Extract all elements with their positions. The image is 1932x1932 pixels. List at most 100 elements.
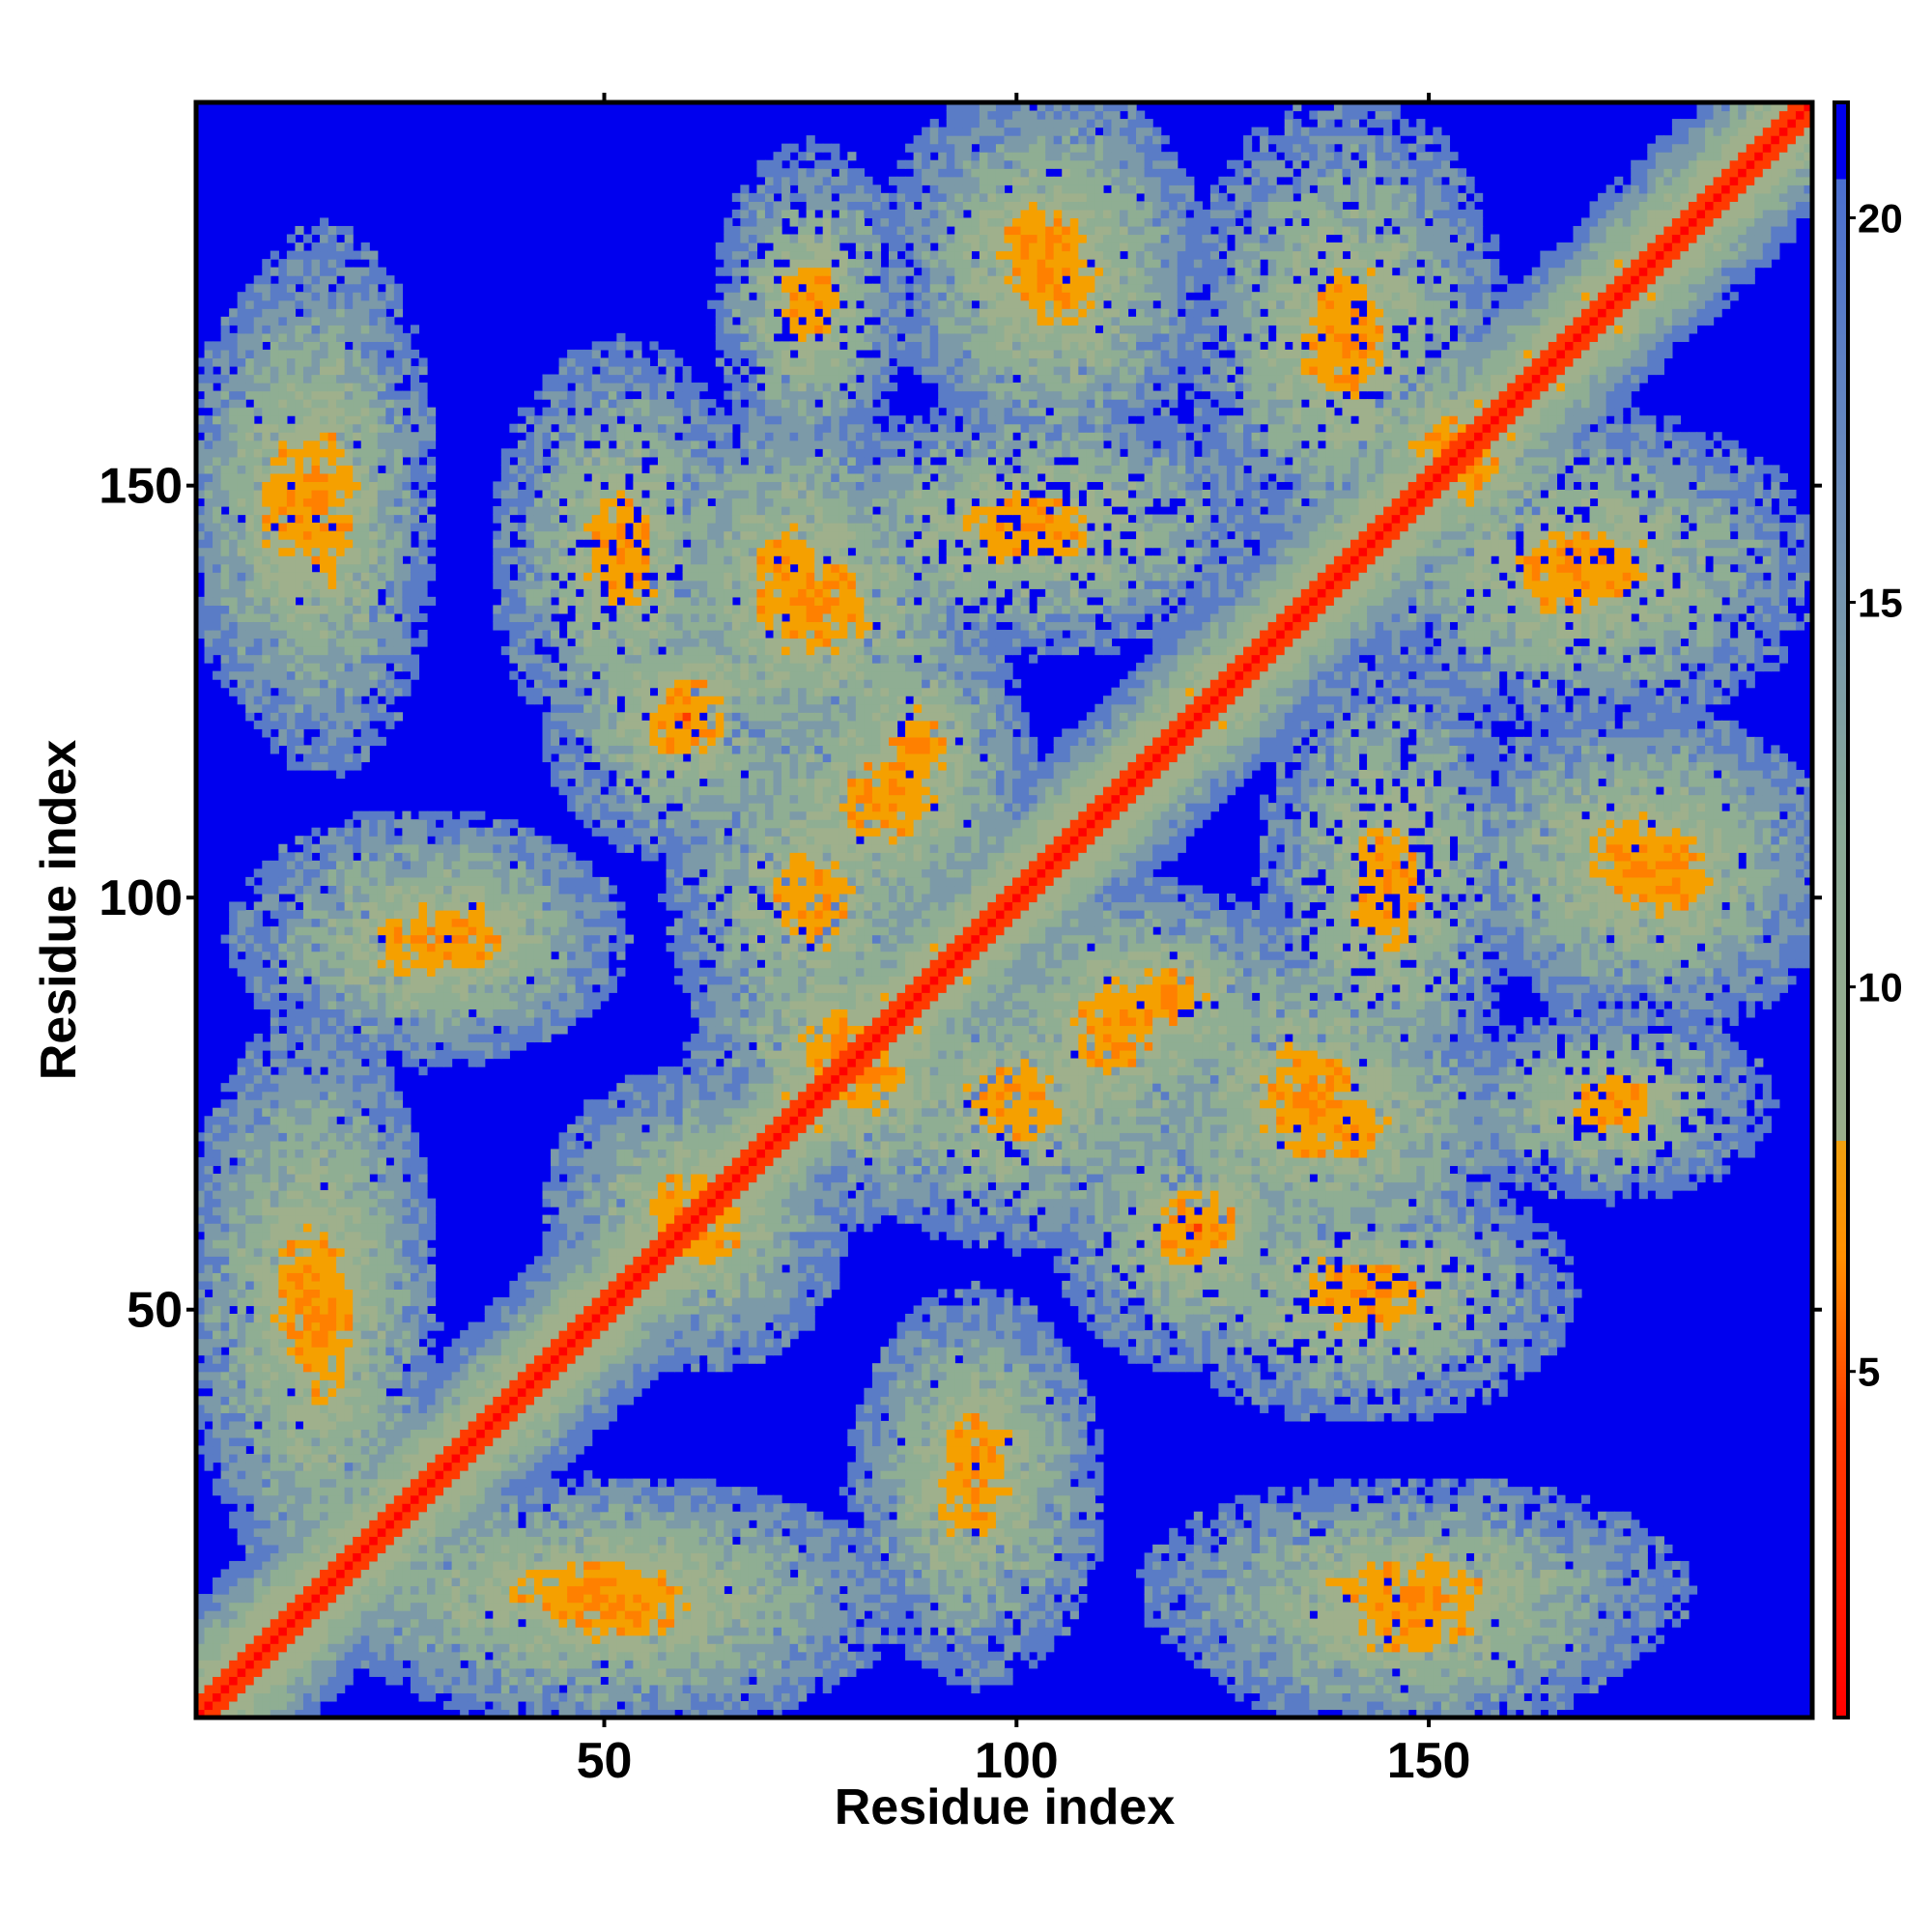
heatmap-cell <box>320 663 328 671</box>
heatmap-cell <box>345 1050 354 1059</box>
heatmap-cell <box>295 984 303 993</box>
heatmap-cell <box>245 300 254 309</box>
heatmap-cell <box>287 959 296 968</box>
heatmap-cell <box>312 1545 321 1553</box>
heatmap-cell <box>205 1463 213 1471</box>
heatmap-cell <box>336 679 345 688</box>
heatmap-cell <box>328 1009 337 1017</box>
heatmap-cell <box>254 1141 263 1150</box>
heatmap-cell <box>205 1330 213 1339</box>
heatmap-cell <box>245 1412 254 1421</box>
heatmap-cell <box>303 292 312 300</box>
heatmap-cell <box>312 712 321 721</box>
heatmap-cell <box>312 1454 321 1463</box>
heatmap-cell <box>345 1603 354 1611</box>
heatmap-cell <box>254 984 263 993</box>
heatmap-cell <box>295 300 303 309</box>
heatmap-cell <box>328 1577 337 1586</box>
heatmap-cell <box>287 926 296 935</box>
heatmap-cell <box>270 1660 279 1668</box>
heatmap-cell <box>320 1330 328 1339</box>
heatmap-cell <box>312 1652 321 1661</box>
heatmap-cell <box>262 630 270 639</box>
heatmap-cell <box>262 325 270 333</box>
heatmap-cell <box>328 424 337 433</box>
heatmap-cell <box>320 1017 328 1026</box>
heatmap-cell <box>287 1223 296 1232</box>
heatmap-cell <box>295 1116 303 1124</box>
heatmap-cell <box>312 1174 321 1182</box>
heatmap-cell <box>229 399 238 408</box>
heatmap-cell <box>205 1248 213 1257</box>
heatmap-cell <box>303 671 312 680</box>
heatmap-cell <box>278 399 287 408</box>
heatmap-cell <box>345 688 354 696</box>
heatmap-cell <box>303 1157 312 1166</box>
heatmap-cell <box>303 1116 312 1124</box>
heatmap-cell <box>213 1174 221 1182</box>
heatmap-cell <box>345 655 354 664</box>
heatmap-cell <box>278 1092 287 1100</box>
heatmap-cell <box>278 581 287 589</box>
heatmap-cell <box>336 1141 345 1150</box>
heatmap-cell <box>221 1339 230 1348</box>
heatmap-cell <box>270 588 279 597</box>
heatmap-cell <box>221 1272 230 1281</box>
heatmap-cell <box>245 1239 254 1248</box>
heatmap-cell <box>336 1652 345 1661</box>
heatmap-cell <box>262 275 270 284</box>
heatmap-cell <box>287 432 296 440</box>
heatmap-cell <box>245 490 254 498</box>
heatmap-cell <box>254 1207 263 1215</box>
heatmap-cell <box>238 1437 246 1446</box>
heatmap-cell <box>303 325 312 333</box>
heatmap-cell <box>345 753 354 762</box>
heatmap-cell <box>262 1421 270 1430</box>
heatmap-cell <box>221 1199 230 1208</box>
heatmap-cell <box>320 506 328 515</box>
heatmap-cell <box>303 696 312 704</box>
heatmap-cell <box>328 1479 337 1488</box>
heatmap-cells <box>196 102 1813 1719</box>
heatmap-cell <box>278 885 287 894</box>
heatmap-cell <box>254 1305 263 1314</box>
heatmap-cell <box>287 1330 296 1339</box>
heatmap-cell <box>278 712 287 721</box>
heatmap-cell <box>262 572 270 581</box>
heatmap-cell <box>270 424 279 433</box>
heatmap-cell <box>229 1232 238 1240</box>
heatmap-cell <box>221 539 230 548</box>
heatmap-cell <box>320 325 328 333</box>
heatmap-cell <box>254 1034 263 1042</box>
heatmap-cell <box>336 1297 345 1306</box>
heatmap-cell <box>345 1289 354 1297</box>
heatmap-cell <box>254 432 263 440</box>
heatmap-cell <box>303 1232 312 1240</box>
heatmap-cell <box>336 1603 345 1611</box>
heatmap-cell <box>336 901 345 910</box>
heatmap-cell <box>229 465 238 473</box>
heatmap-cell <box>245 1066 254 1075</box>
heatmap-cell <box>229 481 238 490</box>
heatmap-cell <box>295 1685 303 1693</box>
heatmap-cell <box>205 646 213 655</box>
heatmap-cell <box>336 1528 345 1537</box>
heatmap-cell <box>287 1552 296 1561</box>
heatmap-cell <box>254 1199 263 1208</box>
heatmap-cell <box>262 1305 270 1314</box>
heatmap-cell <box>229 597 238 606</box>
heatmap-cell <box>254 1660 263 1668</box>
heatmap-cell <box>320 646 328 655</box>
heatmap-cell <box>287 1463 296 1471</box>
heatmap-cell <box>254 1264 263 1273</box>
heatmap-cell <box>262 926 270 935</box>
heatmap-cell <box>270 375 279 384</box>
heatmap-cell <box>238 1108 246 1117</box>
heatmap-cell <box>238 1165 246 1174</box>
heatmap-cell <box>213 1297 221 1306</box>
heatmap-cell <box>238 1603 246 1611</box>
heatmap-cell <box>238 926 246 935</box>
heatmap-cell <box>262 1610 270 1619</box>
heatmap-cell <box>245 630 254 639</box>
heatmap-cell <box>345 935 354 944</box>
